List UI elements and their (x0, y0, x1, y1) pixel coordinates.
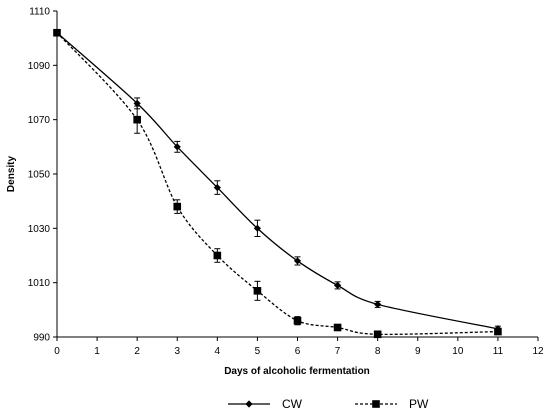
y-tick-label: 1110 (29, 7, 50, 18)
x-tick-label: 12 (532, 346, 544, 357)
data-point (293, 257, 302, 265)
legend-item-cw: CW (228, 397, 303, 411)
data-point (293, 316, 302, 325)
legend-item-pw: PW (355, 397, 429, 411)
data-point (133, 115, 141, 124)
data-point (333, 281, 342, 289)
y-tick-label: 1070 (28, 115, 51, 126)
data-point (494, 327, 502, 336)
series-layer (53, 28, 502, 339)
data-point (213, 183, 221, 192)
x-tick-label: 7 (335, 346, 341, 357)
data-point (133, 99, 141, 107)
data-point (253, 224, 262, 232)
data-point (333, 323, 342, 332)
x-tick-label: 9 (415, 346, 421, 357)
series-pw (53, 28, 502, 339)
legend-label: CW (282, 397, 303, 411)
series-cw (53, 29, 502, 333)
legend-marker (245, 400, 253, 408)
data-point (173, 202, 182, 211)
series-line-cw (56, 32, 499, 330)
data-point (253, 287, 262, 295)
y-axis-title: Density (6, 156, 17, 193)
x-tick-label: 5 (255, 346, 261, 357)
y-tick-label: 1050 (28, 170, 51, 181)
x-tick-label: 4 (215, 346, 221, 357)
x-axis-ticks: 0 1 2 3 4 5 6 7 8 9 10 11 12 (54, 337, 544, 357)
x-tick-label: 2 (134, 346, 140, 357)
x-tick-label: 8 (375, 346, 381, 357)
series-line-pw (56, 32, 498, 336)
x-tick-label: 0 (54, 346, 60, 357)
axes (56, 11, 538, 338)
legend-marker (372, 400, 380, 408)
x-tick-label: 11 (493, 346, 504, 357)
data-point (53, 28, 61, 37)
legend-label: PW (409, 397, 429, 411)
legend: CW PW (228, 397, 429, 411)
x-tick-label: 3 (174, 346, 180, 357)
data-point (173, 143, 181, 151)
x-tick-label: 6 (295, 346, 301, 357)
y-axis-ticks: 990 1010 1030 1050 1070 1090 1110 (28, 7, 57, 344)
y-tick-label: 990 (33, 333, 50, 344)
x-tick-label: 1 (94, 346, 100, 357)
data-point (374, 300, 382, 308)
data-point (213, 251, 222, 260)
x-tick-label: 10 (452, 346, 464, 357)
data-point (373, 330, 382, 339)
y-tick-label: 1090 (28, 61, 51, 72)
y-tick-label: 1030 (28, 224, 51, 235)
y-tick-label: 1010 (28, 278, 51, 289)
x-axis-title: Days of alcoholic fermentation (224, 366, 370, 377)
